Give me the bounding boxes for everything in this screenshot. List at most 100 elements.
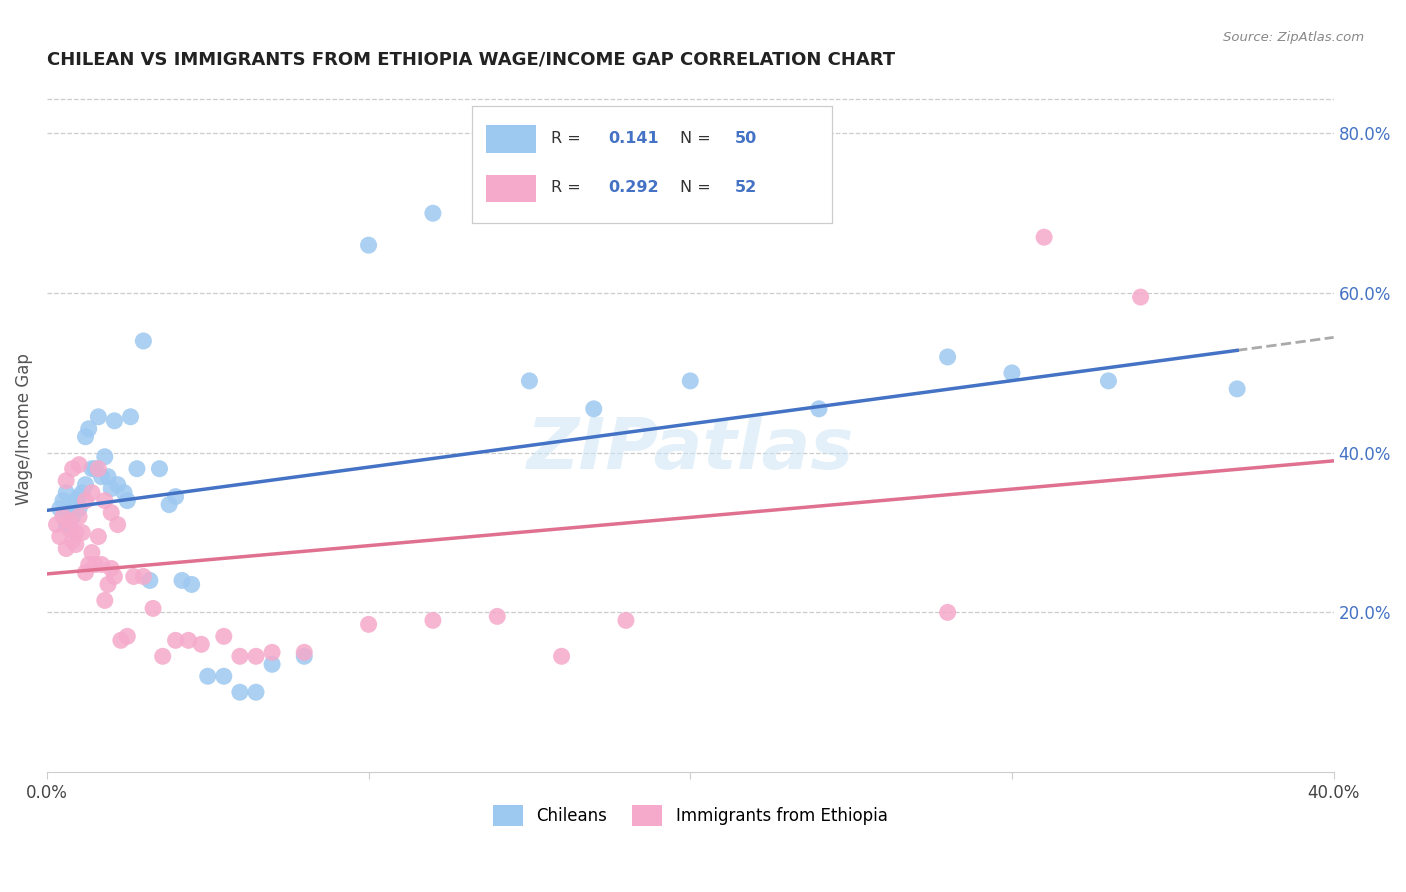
Point — [262, 657, 284, 672]
Point — [165, 490, 187, 504]
Point — [103, 569, 125, 583]
Point — [62, 461, 84, 475]
Point — [1226, 382, 1249, 396]
Y-axis label: Wage/Income Gap: Wage/Income Gap — [15, 353, 32, 505]
Point — [152, 649, 174, 664]
Point — [90, 558, 112, 572]
Point — [112, 485, 135, 500]
Point — [58, 506, 80, 520]
Point — [100, 482, 122, 496]
Point — [357, 238, 380, 252]
Point — [80, 545, 103, 559]
Point — [550, 649, 572, 664]
Point — [94, 493, 117, 508]
Point — [45, 517, 67, 532]
Point — [80, 461, 103, 475]
Point — [357, 617, 380, 632]
Point — [614, 613, 637, 627]
Point — [49, 530, 72, 544]
Point — [72, 485, 94, 500]
Point — [180, 577, 202, 591]
Point — [229, 649, 252, 664]
Point — [90, 469, 112, 483]
Point — [55, 541, 77, 556]
Point — [125, 461, 148, 475]
Point — [197, 669, 219, 683]
Point — [80, 485, 103, 500]
Point — [58, 514, 80, 528]
Point — [422, 206, 444, 220]
Point — [190, 637, 212, 651]
Point — [519, 374, 541, 388]
Point — [110, 633, 132, 648]
Point — [65, 493, 87, 508]
Point — [55, 485, 77, 500]
Point — [62, 533, 84, 548]
Point — [49, 501, 72, 516]
Point — [165, 633, 187, 648]
Point — [107, 477, 129, 491]
Point — [94, 450, 117, 464]
Point — [117, 493, 139, 508]
Point — [212, 629, 235, 643]
Legend: Chileans, Immigrants from Ethiopia: Chileans, Immigrants from Ethiopia — [486, 798, 894, 832]
Point — [229, 685, 252, 699]
Point — [77, 422, 100, 436]
Point — [117, 629, 139, 643]
Point — [1033, 230, 1056, 244]
Point — [67, 490, 90, 504]
Point — [936, 606, 959, 620]
Point — [262, 645, 284, 659]
Point — [55, 517, 77, 532]
Point — [67, 509, 90, 524]
Point — [177, 633, 200, 648]
Point — [58, 522, 80, 536]
Point — [170, 574, 193, 588]
Point — [87, 530, 110, 544]
Point — [422, 613, 444, 627]
Point — [84, 558, 107, 572]
Point — [65, 537, 87, 551]
Point — [72, 525, 94, 540]
Text: Source: ZipAtlas.com: Source: ZipAtlas.com — [1223, 31, 1364, 45]
Point — [97, 577, 120, 591]
Point — [245, 649, 267, 664]
Point — [148, 461, 170, 475]
Point — [120, 409, 142, 424]
Point — [67, 458, 90, 472]
Text: CHILEAN VS IMMIGRANTS FROM ETHIOPIA WAGE/INCOME GAP CORRELATION CHART: CHILEAN VS IMMIGRANTS FROM ETHIOPIA WAGE… — [46, 51, 896, 69]
Point — [97, 469, 120, 483]
Text: ZIPatlas: ZIPatlas — [527, 415, 853, 483]
Point — [807, 401, 830, 416]
Point — [107, 517, 129, 532]
Point — [52, 493, 75, 508]
Point — [75, 430, 97, 444]
Point — [75, 566, 97, 580]
Point — [75, 493, 97, 508]
Point — [212, 669, 235, 683]
Point — [936, 350, 959, 364]
Point — [122, 569, 145, 583]
Point — [77, 558, 100, 572]
Point — [292, 645, 315, 659]
Point — [52, 509, 75, 524]
Point — [84, 461, 107, 475]
Point — [292, 649, 315, 664]
Point — [100, 506, 122, 520]
Point — [87, 409, 110, 424]
Point — [100, 561, 122, 575]
Point — [65, 525, 87, 540]
Point — [55, 474, 77, 488]
Point — [1129, 290, 1152, 304]
Point — [94, 593, 117, 607]
Point — [132, 569, 155, 583]
Point — [157, 498, 180, 512]
Point — [103, 414, 125, 428]
Point — [245, 685, 267, 699]
Point — [139, 574, 162, 588]
Point — [679, 374, 702, 388]
Point — [87, 461, 110, 475]
Point — [132, 334, 155, 348]
Point — [62, 509, 84, 524]
Point — [582, 401, 605, 416]
